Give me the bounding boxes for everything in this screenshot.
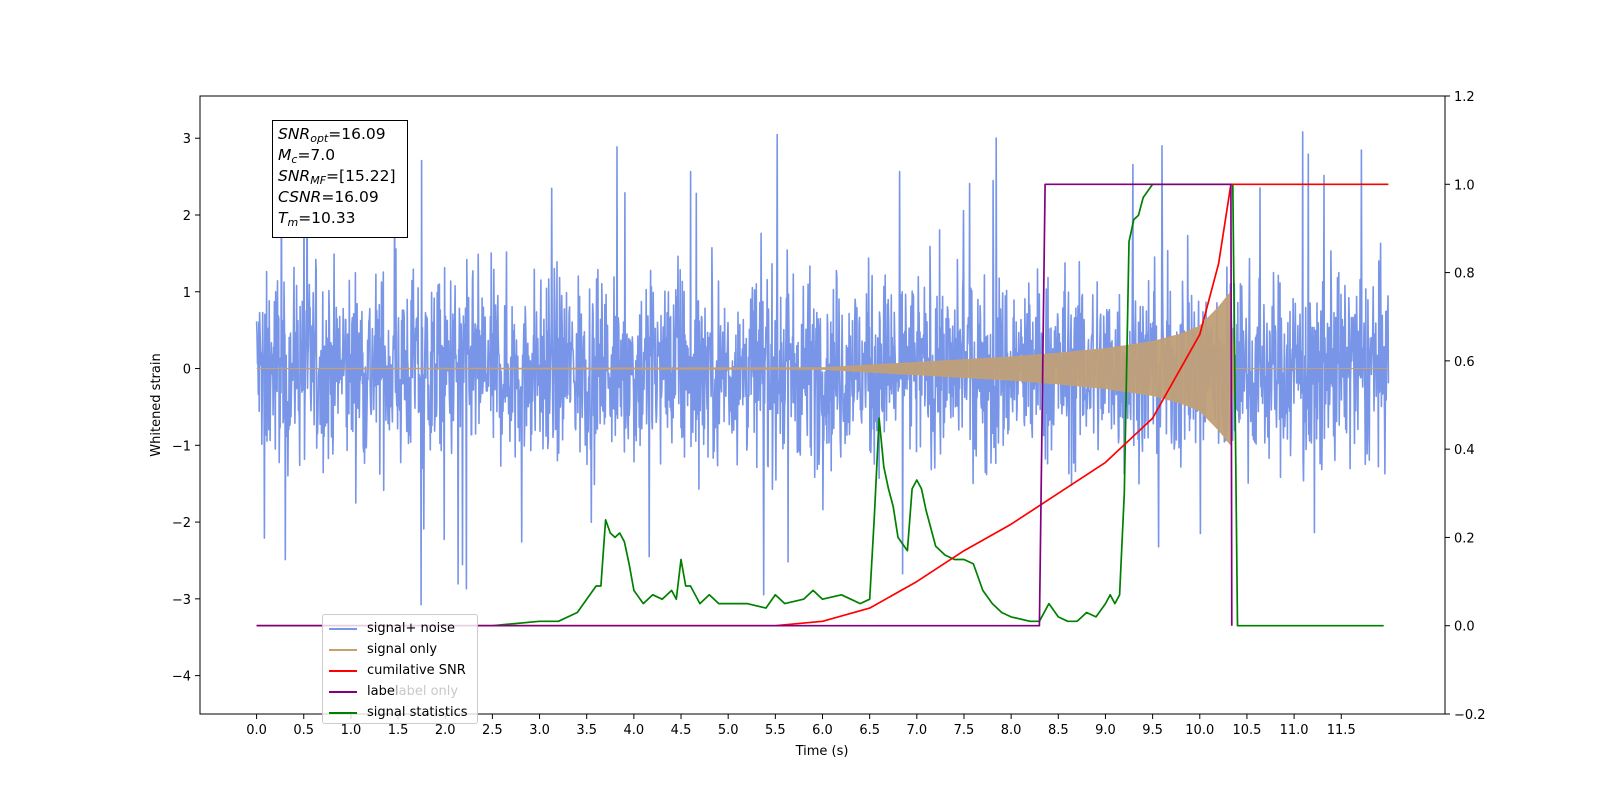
legend-item: signal only [329,639,471,660]
annotation-line: Tm=10.33 [278,209,356,229]
x-tick-label: 4.0 [624,723,645,738]
annotation-line: Mc=7.0 [278,146,336,166]
series-line-cumulative-snr [256,183,1389,627]
x-tick-label: 6.0 [812,723,833,738]
y-left-tick-label: −3 [172,593,191,608]
legend-swatch [329,627,357,630]
x-tick-label: 11.0 [1280,723,1309,738]
legend-swatch [329,690,357,693]
legend-swatch [329,648,357,651]
y-axis-label: Whitened strain [149,353,164,456]
x-tick-label: 6.5 [859,723,880,738]
x-tick-label: 0.5 [293,723,314,738]
x-tick-label: 11.5 [1327,723,1356,738]
x-tick-label: 1.0 [341,723,362,738]
y-right-tick-label: 0.6 [1454,355,1475,370]
legend-label: signal statistics [367,705,468,720]
y-right-tick-label: 0.0 [1454,620,1475,635]
x-tick-label: 2.0 [435,723,456,738]
y-left-tick-label: −1 [172,439,191,454]
legend-item: signal statistics [329,702,471,723]
y-axis-left-ticks: −4 −3 −2 −1 0 1 2 3 [172,132,200,685]
legend-label: signal+ noise [367,621,456,636]
x-tick-label: 4.5 [671,723,692,738]
x-tick-label: 10.0 [1185,723,1214,738]
legend: signal+ noise signal only cumilative SNR la… [322,614,478,724]
y-right-tick-label: 0.2 [1454,531,1475,546]
y-left-tick-label: 2 [183,209,191,224]
x-tick-label: 5.0 [718,723,739,738]
y-left-tick-label: 3 [183,132,191,147]
annotation-line: SNRMF=[15.22] [278,167,396,187]
x-tick-label: 7.0 [906,723,927,738]
x-tick-label: 3.5 [576,723,597,738]
x-tick-label: 5.5 [765,723,786,738]
y-right-tick-label: −0.2 [1454,708,1486,723]
y-right-tick-label: 1.2 [1454,90,1475,105]
x-tick-label: 8.0 [1001,723,1022,738]
y-left-tick-label: 1 [183,286,191,301]
series-line-label [256,183,1233,627]
annotation-line: SNRopt=16.09 [278,125,386,145]
series-area-signal-only [256,291,1389,446]
series-lines [256,183,1389,627]
x-tick-label: 1.5 [388,723,409,738]
legend-item: signal+ noise [329,618,471,639]
x-tick-label: 9.0 [1095,723,1116,738]
y-left-tick-label: −4 [172,670,191,685]
x-tick-label: 2.5 [482,723,503,738]
y-left-tick-label: 0 [183,363,191,378]
legend-swatch [329,711,357,714]
x-axis-label: Time (s) [795,744,849,759]
legend-label: label [367,684,399,699]
legend-swatch [329,669,357,672]
x-tick-label: 9.5 [1142,723,1163,738]
x-tick-label: 10.5 [1232,723,1261,738]
x-tick-label: 8.5 [1048,723,1069,738]
y-left-tick-label: −2 [172,516,191,531]
legend-item: cumilative SNR [329,660,471,681]
legend-label: signal only [367,642,438,657]
legend-label: cumilative SNR [367,663,466,678]
annotation-box: SNRopt=16.09 Mc=7.0 SNRMF=[15.22] CSNR=16.0… [272,120,408,238]
x-tick-label: 0.0 [246,723,267,738]
y-right-tick-label: 0.8 [1454,267,1475,282]
y-axis-right-ticks: −0.2 0.0 0.2 0.4 0.6 0.8 1.0 1.2 [1445,90,1486,723]
legend-item: label only [329,681,471,702]
series-signal-only [256,291,1389,446]
x-tick-label: 7.5 [954,723,975,738]
legend-label: label only [395,684,459,699]
legend-item: label [329,681,471,702]
annotation-line: CSNR=16.09 [278,188,379,206]
x-tick-label: 3.0 [529,723,550,738]
y-right-tick-label: 0.4 [1454,443,1475,458]
y-right-tick-label: 1.0 [1454,178,1475,193]
series-line-signal-statistics [256,183,1384,627]
legend-swatch [357,691,385,693]
x-axis-ticks: 0.0 0.5 1.0 1.5 2.0 2.5 3.0 3.5 4.0 4.5 5.0 5.5 6.0 6… [246,714,1356,738]
